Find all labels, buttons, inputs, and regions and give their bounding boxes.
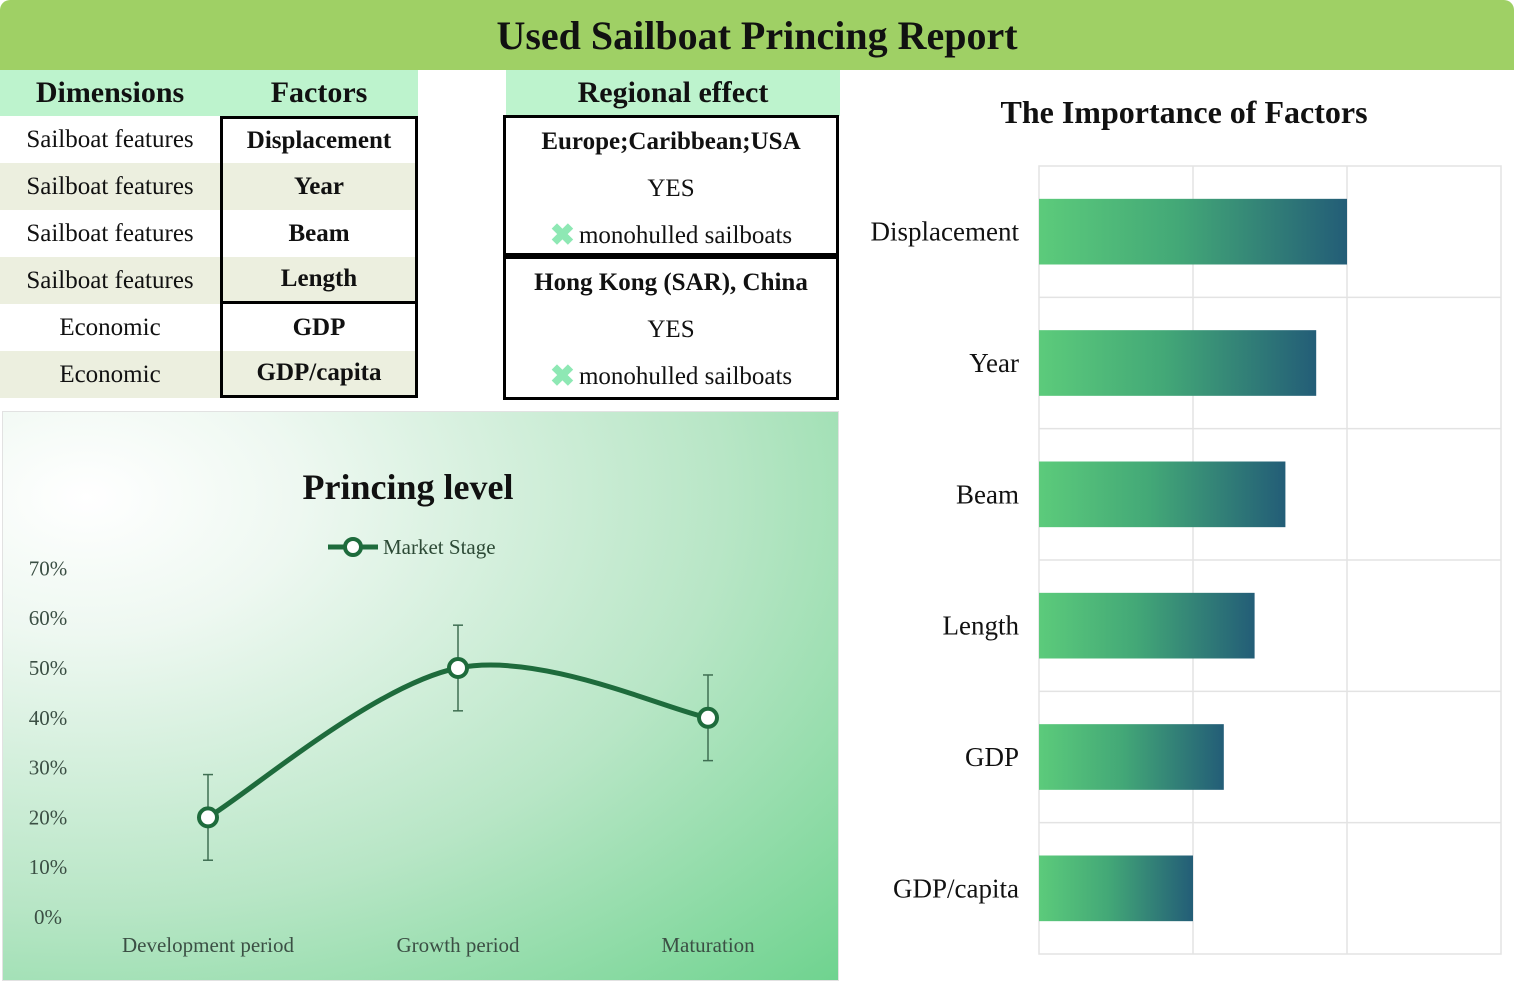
table-row: Economic GDP <box>0 304 418 351</box>
y-tick-label: 10% <box>29 855 68 879</box>
y-tick-label: 50% <box>29 656 68 680</box>
category-label: Length <box>943 611 1020 641</box>
category-label: GDP/capita <box>893 873 1019 903</box>
bar <box>1039 592 1255 659</box>
y-tick-label: 40% <box>29 706 68 730</box>
chart-title: Princing level <box>303 467 514 507</box>
factor-cell: Beam <box>220 210 418 257</box>
regional-effect-header: Regional effect <box>506 70 840 116</box>
data-point <box>197 806 219 829</box>
title-bar: Used Sailboat Princing Report <box>0 0 1514 70</box>
table-row: Sailboat features Length <box>0 257 418 304</box>
legend-marker <box>343 537 363 557</box>
y-tick-label: 30% <box>29 756 68 780</box>
category-label: Beam <box>956 479 1019 509</box>
pricing-level-chart: Princing level Market Stage 0% 10% 20% 30% 4… <box>29 467 755 957</box>
region-name: Europe;Caribbean;USA <box>541 127 801 155</box>
x-mark-icon: ✖ <box>549 360 575 393</box>
region-name: Hong Kong (SAR), China <box>534 268 808 296</box>
dimension-cell: Sailboat features <box>26 172 194 200</box>
importance-chart-panel: The Importance of Factors Displacement Ye… <box>843 74 1513 980</box>
dimension-cell: Sailboat features <box>26 125 194 153</box>
region-note: monohulled sailboats <box>578 362 793 390</box>
data-point <box>697 706 719 729</box>
region-box-europe: Europe;Caribbean;USA YES ✖ monohulled sa… <box>503 115 839 256</box>
factor-cell: GDP/capita <box>220 351 418 398</box>
factors-header: Factors <box>270 76 368 109</box>
region-note-row: ✖ monohulled sailboats <box>506 353 836 400</box>
chart-legend: Market Stage <box>328 535 496 559</box>
pricing-level-chart-panel: Princing level Market Stage 0% 10% 20% 30% 4… <box>2 411 839 981</box>
region-box-hong-kong: Hong Kong (SAR), China YES ✖ monohulled … <box>503 256 839 400</box>
dimension-cell: Economic <box>59 360 161 388</box>
bar <box>1039 330 1317 396</box>
x-tick-label: Maturation <box>661 933 755 957</box>
y-tick-label: 20% <box>29 805 68 829</box>
data-point <box>447 657 469 679</box>
importance-of-factors-chart: The Importance of Factors Displacement Ye… <box>871 94 1502 955</box>
dimension-cell: Sailboat features <box>26 219 194 247</box>
factor-cell: Year <box>220 163 418 210</box>
bar <box>1039 724 1224 790</box>
table-row: Sailboat features Beam <box>0 210 418 257</box>
factor-cell: Displacement <box>220 116 418 163</box>
x-tick-label: Development period <box>122 933 295 957</box>
bar <box>1039 198 1347 265</box>
bar <box>1039 461 1286 528</box>
bar <box>1039 855 1193 922</box>
region-value: YES <box>647 315 695 343</box>
factor-cell: Length <box>220 257 418 304</box>
dimensions-header: Dimensions <box>35 76 185 109</box>
region-value: YES <box>647 174 695 202</box>
category-label: Displacement <box>871 217 1020 247</box>
region-note: monohulled sailboats <box>578 221 793 249</box>
region-note-row: ✖ monohulled sailboats <box>506 212 836 259</box>
chart-title: The Importance of Factors <box>1000 94 1367 130</box>
category-label: Year <box>969 348 1019 378</box>
dimension-cell: Sailboat features <box>26 266 194 294</box>
y-tick-label: 70% <box>29 556 68 580</box>
dimension-cell: Economic <box>59 313 161 341</box>
y-tick-label: 60% <box>29 606 68 630</box>
x-tick-label: Growth period <box>396 933 520 957</box>
x-mark-icon: ✖ <box>549 219 575 252</box>
factors-table: Dimensions Factors Sailboat features Dis… <box>0 70 418 398</box>
category-label: GDP <box>965 742 1019 772</box>
legend-label: Market Stage <box>383 535 496 559</box>
report-title: Used Sailboat Princing Report <box>496 12 1018 58</box>
table-row: Sailboat features Year <box>0 163 418 210</box>
factors-table-header: Dimensions Factors <box>0 70 418 116</box>
factor-cell: GDP <box>220 304 418 351</box>
y-tick-label: 0% <box>34 905 62 929</box>
table-row: Economic GDP/capita <box>0 351 418 398</box>
table-row: Sailboat features Displacement <box>0 116 418 163</box>
